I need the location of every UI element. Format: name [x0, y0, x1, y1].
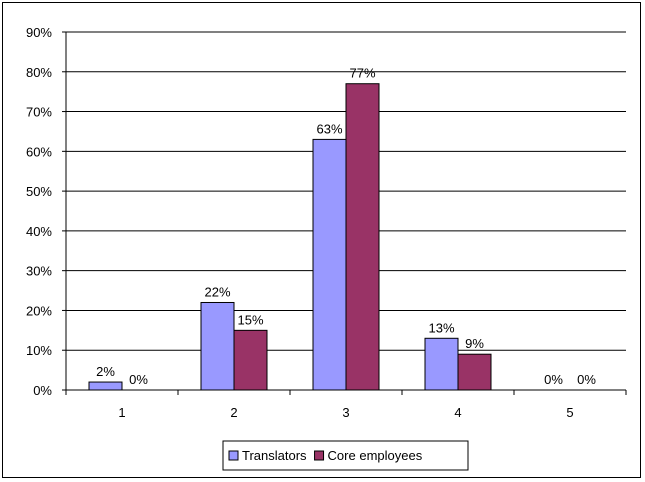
y-tick-label: 20% [26, 303, 52, 318]
x-tick-label: 2 [230, 405, 237, 420]
y-tick-label: 80% [26, 65, 52, 80]
y-tick-label: 70% [26, 105, 52, 120]
data-label: 9% [465, 336, 484, 351]
legend-swatch [228, 450, 239, 461]
bars [88, 83, 492, 391]
x-tick-label: 4 [454, 405, 461, 420]
y-tick-label: 50% [26, 184, 52, 199]
bar-core-employees [233, 329, 268, 391]
bar-translators [312, 138, 347, 391]
bar-translators [424, 337, 459, 391]
bar-translators [88, 381, 123, 391]
data-label: 0% [577, 372, 596, 387]
legend-label: Translators [242, 448, 307, 463]
y-tick-labels: 0% 10% 20% 30% 40% 50% 60% 70% 80% 90% [26, 25, 52, 398]
y-tick-label: 10% [26, 343, 52, 358]
y-tick-label: 30% [26, 264, 52, 279]
data-label: 15% [237, 312, 263, 327]
data-label: 77% [349, 66, 375, 81]
data-labels: 2% 0% 22% 15% 63% 77% 13% 9% 0% 0% [96, 66, 596, 387]
legend-label: Core employees [328, 448, 423, 463]
bar-core-employees [457, 353, 492, 391]
legend: Translators Core employees [222, 440, 469, 471]
bar-translators [200, 301, 235, 391]
legend-swatch [314, 450, 325, 461]
x-tick-label: 1 [118, 405, 125, 420]
data-label: 0% [544, 372, 563, 387]
axes [62, 31, 627, 395]
y-tick-label: 60% [26, 144, 52, 159]
x-tick-label: 5 [566, 405, 573, 420]
y-tick-label: 90% [26, 25, 52, 40]
data-label: 13% [428, 320, 454, 335]
x-tick-labels: 1 2 3 4 5 [118, 405, 573, 420]
data-label: 2% [96, 364, 115, 379]
y-tick-label: 40% [26, 224, 52, 239]
bar-core-employees [345, 83, 380, 391]
data-label: 63% [316, 121, 342, 136]
data-label: 22% [204, 284, 230, 299]
x-tick-label: 3 [342, 405, 349, 420]
legend-box [222, 440, 469, 471]
data-label: 0% [129, 372, 148, 387]
y-tick-label: 0% [33, 383, 52, 398]
